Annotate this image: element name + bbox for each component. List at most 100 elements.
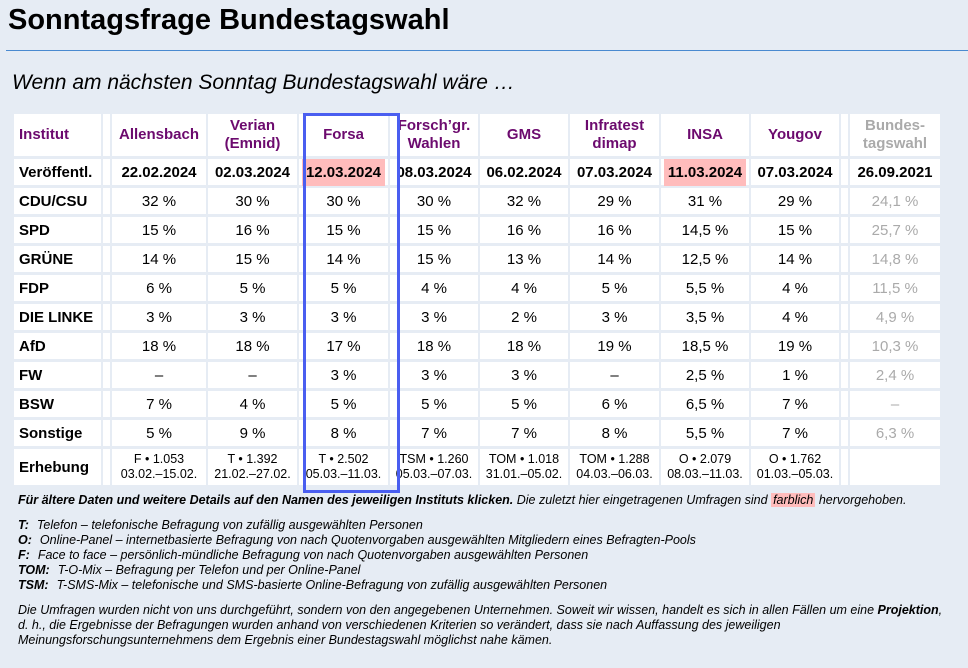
- poll-value: 4 %: [480, 275, 568, 301]
- institute-link[interactable]: Forsa: [299, 114, 388, 156]
- survey-method: O • 2.079: [678, 452, 732, 466]
- poll-value: –: [570, 362, 659, 388]
- poll-value: 7 %: [480, 420, 568, 446]
- party-row: CDU/CSU 32 % 30 % 30 % 30 % 32 % 29 % 31 % 29 % 2…: [14, 188, 940, 214]
- poll-value: 3,5 %: [661, 304, 749, 330]
- election-value: 25,7 %: [850, 217, 940, 243]
- poll-value: 14 %: [299, 246, 388, 272]
- institute-link[interactable]: GMS: [480, 114, 568, 156]
- legend-item: F: Face to face – persönlich-mündliche Be…: [18, 548, 948, 563]
- legend-text: Face to face – persönlich-mündliche Befr…: [37, 548, 589, 562]
- poll-value: 18,5 %: [661, 333, 749, 359]
- poll-value: 4 %: [751, 304, 839, 330]
- older-data-note: Für ältere Daten und weitere Details auf…: [18, 493, 948, 508]
- election-header[interactable]: Bundes- tagswahl: [850, 114, 940, 156]
- spacer-cell: [841, 333, 848, 359]
- spacer-cell: [103, 114, 110, 156]
- spacer-cell: [841, 362, 848, 388]
- disclaimer-text-2: , d. h., die Ergebnisse der Befragungen …: [18, 603, 943, 647]
- party-row: DIE LINKE 3 % 3 % 3 % 3 % 2 % 3 % 3,5 % 4 % 4,9 %: [14, 304, 940, 330]
- survey-period: 01.03.–05.03.: [756, 467, 834, 481]
- method-legend: T: Telefon – telefonische Befragung von z…: [18, 518, 948, 593]
- election-value: 6,3 %: [850, 420, 940, 446]
- published-label: Veröffentl.: [14, 159, 101, 185]
- published-date: 08.03.2024: [390, 159, 478, 185]
- survey-period: 05.03.–07.03.: [395, 467, 473, 481]
- poll-value: 16 %: [480, 217, 568, 243]
- poll-value: 29 %: [751, 188, 839, 214]
- poll-value: 5 %: [299, 275, 388, 301]
- disclaimer: Die Umfragen wurden nicht von uns durchg…: [18, 603, 948, 648]
- poll-value: 7 %: [112, 391, 206, 417]
- election-value: 2,4 %: [850, 362, 940, 388]
- poll-value: 3 %: [299, 304, 388, 330]
- party-name: SPD: [14, 217, 101, 243]
- survey-period: 03.02.–15.02.: [120, 467, 198, 481]
- poll-value: 2 %: [480, 304, 568, 330]
- published-date: 12.03.2024: [299, 158, 388, 186]
- legend-text: Online-Panel – internetbasierte Befragun…: [39, 533, 696, 547]
- election-value: –: [850, 391, 940, 417]
- legend-key: TOM:: [18, 563, 50, 577]
- survey-method: T • 1.392: [227, 452, 278, 466]
- survey-method: T • 2.502: [318, 452, 369, 466]
- spacer-cell: [841, 391, 848, 417]
- spacer-cell: [103, 246, 110, 272]
- party-name: CDU/CSU: [14, 188, 101, 214]
- spacer-cell: [103, 275, 110, 301]
- legend-item: TOM: T-O-Mix – Befragung per Telefon und …: [18, 563, 948, 578]
- poll-value: 7 %: [390, 420, 478, 446]
- older-data-end: hervorgehoben.: [815, 493, 907, 507]
- disclaimer-text: Die Umfragen wurden nicht von uns durchg…: [18, 603, 878, 617]
- survey-row: Erhebung F • 1.053 03.02.–15.02. T • 1.392 2…: [14, 449, 940, 485]
- poll-value: 15 %: [208, 246, 297, 272]
- spacer-cell: [103, 391, 110, 417]
- institute-link[interactable]: Yougov: [751, 114, 839, 156]
- election-value: 14,8 %: [850, 246, 940, 272]
- survey-method: F • 1.053: [133, 452, 185, 466]
- institute-link[interactable]: Forsch’gr. Wahlen: [390, 114, 478, 156]
- poll-value: 3 %: [208, 304, 297, 330]
- legend-key: T:: [18, 518, 29, 532]
- party-name: GRÜNE: [14, 246, 101, 272]
- poll-value: 2,5 %: [661, 362, 749, 388]
- published-date: 22.02.2024: [112, 159, 206, 185]
- institut-label: Institut: [14, 114, 101, 156]
- poll-value: 15 %: [390, 217, 478, 243]
- poll-value: 5 %: [570, 275, 659, 301]
- spacer-cell: [103, 188, 110, 214]
- poll-value: 1 %: [751, 362, 839, 388]
- spacer-cell: [103, 217, 110, 243]
- legend-item: O: Online-Panel – internetbasierte Befrag…: [18, 533, 948, 548]
- election-date: 26.09.2021: [850, 159, 940, 185]
- published-row: Veröffentl. 22.02.2024 02.03.2024 12.03.202…: [14, 158, 940, 186]
- institute-link[interactable]: Allensbach: [112, 114, 206, 156]
- legend-item: T: Telefon – telefonische Befragung von z…: [18, 518, 948, 533]
- institute-link[interactable]: Verian (Emnid): [208, 114, 297, 156]
- poll-value: 15 %: [751, 217, 839, 243]
- poll-value: 4 %: [751, 275, 839, 301]
- title-divider: [6, 50, 968, 51]
- survey-info: T • 2.502 05.03.–11.03.: [299, 449, 388, 485]
- survey-method: TSM • 1.260: [399, 452, 469, 466]
- spacer-cell: [841, 275, 848, 301]
- survey-label: Erhebung: [14, 449, 101, 485]
- empty-cell: [850, 449, 940, 485]
- survey-method: TOM • 1.018: [488, 452, 560, 466]
- institute-link[interactable]: Infratest dimap: [570, 114, 659, 156]
- date-value: 06.02.2024: [486, 163, 562, 181]
- spacer-cell: [103, 159, 110, 185]
- poll-value: 14 %: [112, 246, 206, 272]
- spacer-cell: [841, 159, 848, 185]
- spacer-cell: [103, 420, 110, 446]
- institute-link[interactable]: INSA: [661, 114, 749, 156]
- date-value: 07.03.2024: [576, 163, 653, 181]
- older-data-text: Die zuletzt hier eingetragenen Umfragen …: [513, 493, 772, 507]
- poll-value: 19 %: [570, 333, 659, 359]
- election-value: 10,3 %: [850, 333, 940, 359]
- spacer-cell: [841, 449, 848, 485]
- published-date: 02.03.2024: [208, 159, 297, 185]
- legend-key: O:: [18, 533, 32, 547]
- party-name: FW: [14, 362, 101, 388]
- poll-value: 6 %: [112, 275, 206, 301]
